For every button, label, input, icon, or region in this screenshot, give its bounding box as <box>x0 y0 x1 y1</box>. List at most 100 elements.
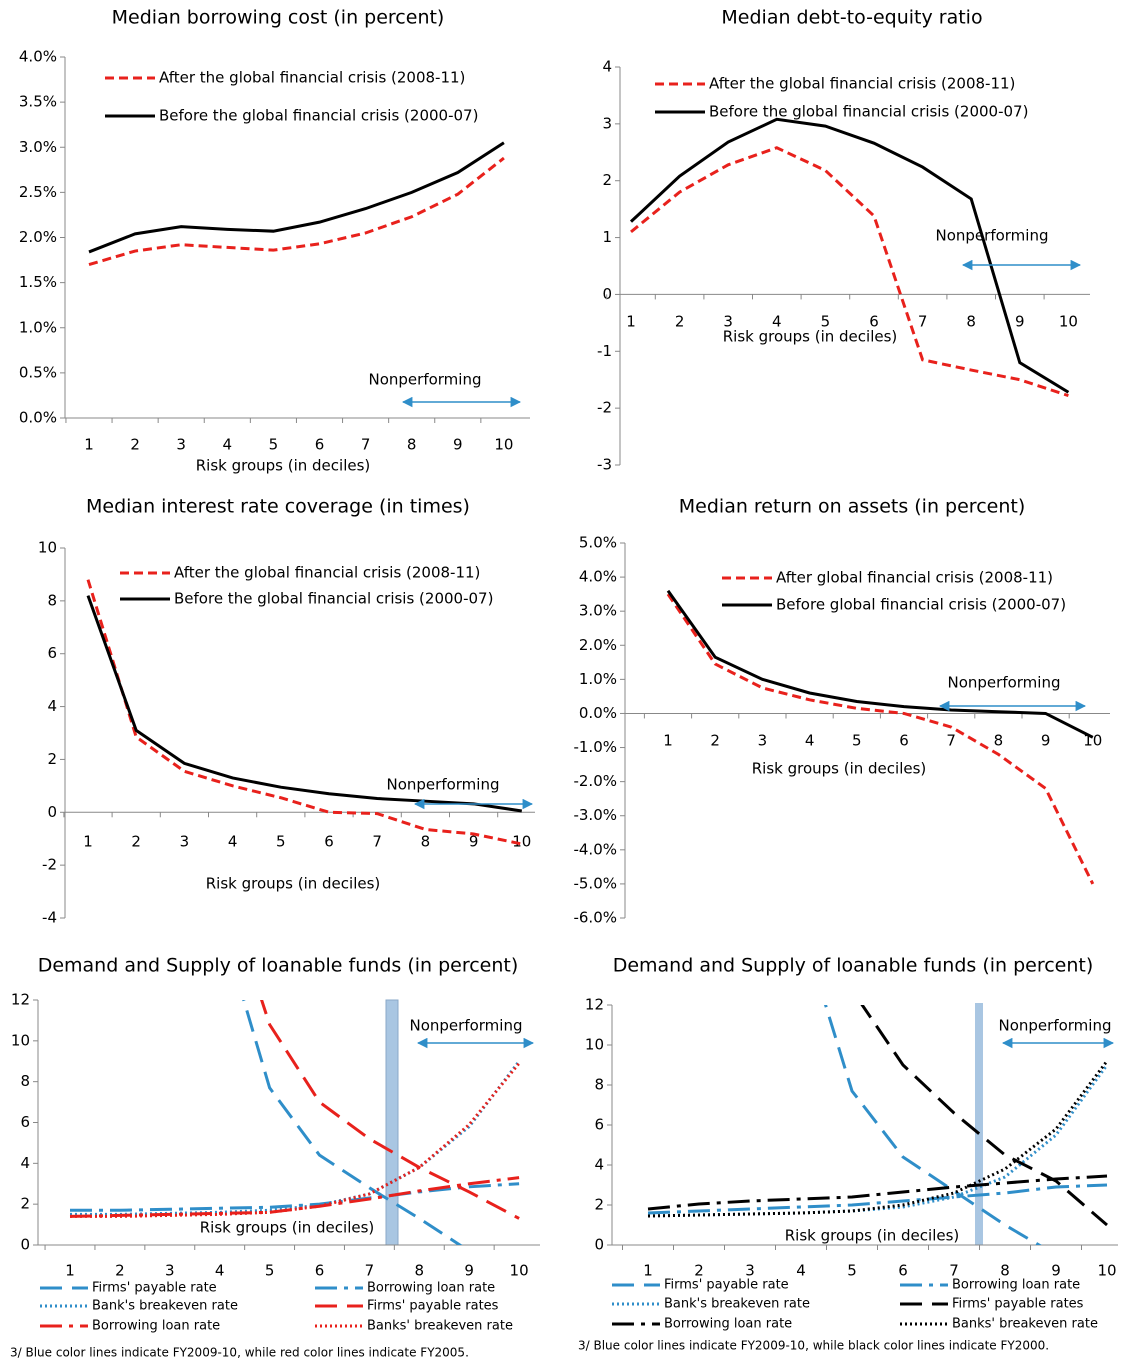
y-tick-label: 2 <box>602 171 612 189</box>
y-tick-label: 2 <box>594 1196 604 1214</box>
y-tick-label: 1.0% <box>579 670 617 688</box>
y-tick-label: 4.0% <box>19 48 57 66</box>
x-tick-label: 5 <box>276 833 286 851</box>
legend-label: Before the global financial crisis (2000… <box>709 103 1028 121</box>
x-tick-label: 10 <box>1097 1262 1116 1280</box>
x-tick-label: 7 <box>372 833 382 851</box>
chart-title: Demand and Supply of loanable funds (in … <box>38 955 519 977</box>
x-tick-label: 9 <box>1015 313 1025 331</box>
y-tick-label: 0.5% <box>19 363 57 381</box>
series-line <box>70 1182 520 1212</box>
annotation: Nonperforming <box>936 227 1049 245</box>
legend-label: Before the global financial crisis (2000… <box>159 107 478 125</box>
x-axis-title: Risk groups (in deciles) <box>200 1219 375 1237</box>
y-tick-label: 2.0% <box>19 228 57 246</box>
x-tick-label: 9 <box>1051 1262 1061 1280</box>
y-tick-label: -1.0% <box>573 738 617 756</box>
series-line <box>666 593 1095 885</box>
x-tick-label: 9 <box>453 436 463 454</box>
x-tick-label: 10 <box>512 833 531 851</box>
legend-label: After global financial crisis (2008-11) <box>776 569 1053 587</box>
x-tick-label: 7 <box>949 1262 959 1280</box>
y-tick-label: 3.0% <box>19 138 57 156</box>
x-tick-label: 2 <box>115 1262 125 1280</box>
series-line <box>88 141 505 254</box>
y-tick-label: 2.5% <box>19 183 57 201</box>
x-tick-label: 8 <box>1000 1262 1010 1280</box>
y-tick-label: 4 <box>594 1156 604 1174</box>
chart-title: Median return on assets (in percent) <box>679 496 1025 518</box>
series-line <box>666 589 1094 739</box>
x-tick-label: 2 <box>675 313 685 331</box>
legend-label: Bank's breakeven rate <box>664 1297 810 1312</box>
cutoff-band <box>975 1003 983 1245</box>
y-tick-label: 3.5% <box>19 93 57 111</box>
x-tick-label: 3 <box>745 1262 755 1280</box>
legend-label: Firms' payable rate <box>92 1281 217 1296</box>
series-line <box>647 1174 1108 1211</box>
y-tick-label: 1.5% <box>19 273 57 291</box>
chart-title: Median interest rate coverage (in times) <box>86 496 470 518</box>
series-line <box>860 1005 1108 1227</box>
y-tick-label: 10 <box>585 1036 604 1054</box>
series-line <box>86 579 523 846</box>
x-tick-label: 5 <box>269 436 279 454</box>
y-tick-label: 0.0% <box>19 409 57 427</box>
y-tick-label: -2.0% <box>573 772 617 790</box>
y-tick-label: 2 <box>47 750 57 768</box>
x-tick-label: 2 <box>131 833 141 851</box>
y-tick-label: -4 <box>42 909 57 927</box>
x-tick-label: 6 <box>315 1262 325 1280</box>
x-tick-label: 6 <box>315 436 325 454</box>
x-tick-label: 4 <box>228 833 238 851</box>
x-tick-label: 3 <box>176 436 186 454</box>
y-tick-label: 1 <box>602 228 612 246</box>
annotation: Nonperforming <box>410 1017 523 1035</box>
x-tick-label: 8 <box>994 732 1004 750</box>
y-tick-label: 4 <box>20 1154 30 1172</box>
legend-label: Firms' payable rates <box>367 1299 499 1314</box>
x-tick-label: 9 <box>1041 732 1051 750</box>
y-tick-label: 2.0% <box>579 636 617 654</box>
x-tick-label: 8 <box>421 833 431 851</box>
x-tick-label: 6 <box>324 833 334 851</box>
x-tick-label: 7 <box>918 313 928 331</box>
y-tick-label: 6 <box>594 1116 604 1134</box>
y-tick-label: 8 <box>594 1076 604 1094</box>
x-axis-title: Risk groups (in deciles) <box>206 875 381 893</box>
y-tick-label: 6 <box>20 1113 30 1131</box>
y-tick-label: 5.0% <box>579 534 617 552</box>
x-axis-title: Risk groups (in deciles) <box>752 760 927 778</box>
x-tick-label: 7 <box>365 1262 375 1280</box>
x-tick-label: 1 <box>83 833 93 851</box>
series-line <box>647 1183 1108 1215</box>
x-tick-label: 4 <box>796 1262 806 1280</box>
footnote: 3/ Blue color lines indicate FY2009-10, … <box>10 1346 469 1360</box>
x-tick-label: 3 <box>723 313 733 331</box>
y-tick-label: -5.0% <box>573 874 617 892</box>
chart-title: Median debt-to-equity ratio <box>721 7 982 29</box>
legend-label: Bank's breakeven rate <box>92 1299 238 1314</box>
x-tick-label: 2 <box>130 436 140 454</box>
y-tick-label: 4 <box>602 58 612 76</box>
x-tick-label: 4 <box>772 313 782 331</box>
y-tick-label: 8 <box>20 1072 30 1090</box>
x-tick-label: 6 <box>899 732 909 750</box>
x-tick-label: 1 <box>663 732 673 750</box>
annotation: Nonperforming <box>369 371 482 389</box>
x-tick-label: 3 <box>758 732 768 750</box>
legend-label: After the global financial crisis (2008-… <box>709 75 1015 93</box>
x-tick-label: 5 <box>821 313 831 331</box>
legend-label: Before the global financial crisis (2000… <box>174 590 493 608</box>
x-tick-label: 2 <box>710 732 720 750</box>
annotation: Nonperforming <box>387 776 500 794</box>
y-tick-label: 10 <box>11 1031 30 1049</box>
x-tick-label: 1 <box>626 313 636 331</box>
y-tick-label: 10 <box>38 539 57 557</box>
x-tick-label: 6 <box>869 313 879 331</box>
y-tick-label: -4.0% <box>573 840 617 858</box>
y-tick-label: 3 <box>602 114 612 132</box>
x-axis-title: Risk groups (in deciles) <box>723 328 898 346</box>
x-tick-label: 5 <box>847 1262 857 1280</box>
